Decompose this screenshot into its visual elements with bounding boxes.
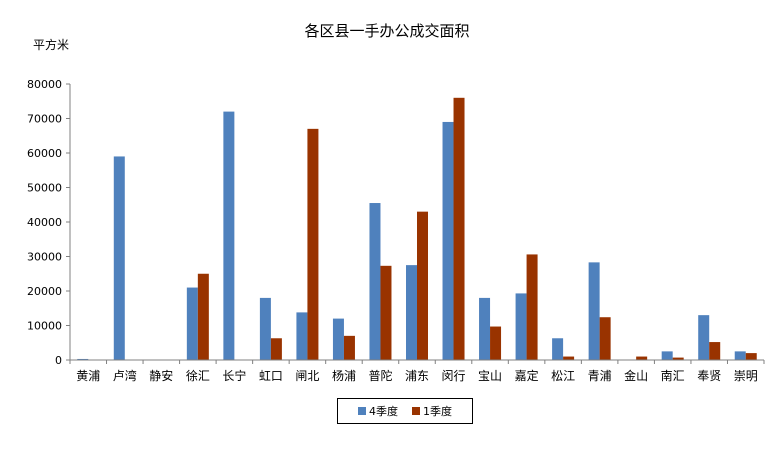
- y-tick-label: 40000: [27, 216, 62, 229]
- bar-series-2: [343, 335, 355, 360]
- legend-label-series-2: 1季度: [423, 405, 452, 418]
- y-tick-label: 10000: [27, 320, 62, 333]
- bar-series-1: [442, 121, 454, 360]
- x-category-label: 杨浦: [332, 368, 356, 383]
- bar-series-2: [490, 326, 502, 360]
- bar-series-2: [197, 273, 209, 360]
- bar-series-2: [599, 317, 611, 360]
- legend-swatch-series-1: [358, 407, 366, 415]
- bar-series-2: [745, 353, 757, 360]
- bar-series-2: [636, 356, 648, 360]
- x-category-label: 徐汇: [186, 368, 210, 383]
- y-tick-label: 0: [55, 354, 62, 367]
- x-category-label: 闸北: [295, 369, 319, 383]
- bar-series-1: [223, 111, 235, 360]
- legend-label-series-1: 4季度: [369, 405, 398, 418]
- bar-series-1: [588, 262, 600, 360]
- x-category-label: 宝山: [478, 369, 502, 383]
- x-category-label: 奉贤: [697, 369, 721, 383]
- x-category-label: 金山: [624, 368, 648, 383]
- bar-series-1: [406, 265, 417, 360]
- x-category-label: 虹口: [259, 369, 283, 383]
- bar-series-1: [259, 297, 271, 360]
- bar-series-1: [296, 312, 308, 360]
- x-category-label: 长宁: [222, 368, 246, 383]
- x-category-label: 南汇: [661, 368, 685, 383]
- bar-series-2: [380, 265, 392, 360]
- bar-series-2: [453, 97, 465, 361]
- bar-series-1: [552, 338, 564, 360]
- bar-series-1: [479, 297, 491, 360]
- x-category-label: 卢湾: [113, 368, 137, 383]
- x-category-label: 闵行: [442, 368, 466, 383]
- bar-series-1: [77, 358, 89, 360]
- x-category-label: 普陀: [368, 368, 392, 383]
- bar-series-2: [270, 338, 282, 360]
- x-category-label: 黄浦: [76, 369, 100, 383]
- bar-series-2: [307, 128, 319, 360]
- bar-series-2: [563, 356, 575, 360]
- x-category-label: 崇明: [734, 369, 758, 383]
- bar-series-1: [515, 293, 527, 360]
- y-tick-label: 70000: [27, 113, 62, 126]
- legend-item-series-2: 1季度: [412, 403, 452, 419]
- y-tick-label: 20000: [27, 285, 62, 298]
- y-tick-label: 80000: [27, 78, 62, 91]
- bar-series-1: [698, 315, 710, 360]
- x-category-label: 松江: [551, 369, 575, 383]
- bar-series-1: [661, 351, 673, 360]
- y-axis-unit-label: 平方米: [33, 38, 70, 52]
- chart-title: 各区县一手办公成交面积: [304, 22, 470, 40]
- x-category-label: 静安: [149, 368, 173, 383]
- y-tick-label: 30000: [27, 251, 62, 264]
- bar-series-2: [526, 254, 538, 360]
- bar-series-1: [734, 351, 746, 360]
- bar-series-1: [332, 318, 344, 360]
- bar-series-1: [369, 203, 381, 360]
- bar-series-2: [709, 342, 721, 360]
- y-tick-label: 50000: [27, 182, 62, 195]
- y-tick-label: 60000: [27, 147, 62, 160]
- bar-series-1: [113, 156, 125, 360]
- bar-series-2: [417, 211, 428, 360]
- legend-swatch-series-2: [412, 407, 420, 415]
- x-category-label: 嘉定: [515, 368, 539, 383]
- x-category-label: 浦东: [405, 369, 429, 383]
- x-category-label: 青浦: [588, 369, 612, 383]
- legend-item-series-1: 4季度: [358, 403, 398, 419]
- legend: 4季度 1季度: [337, 398, 473, 424]
- bar-series-2: [672, 357, 684, 360]
- bar-series-1: [186, 287, 198, 360]
